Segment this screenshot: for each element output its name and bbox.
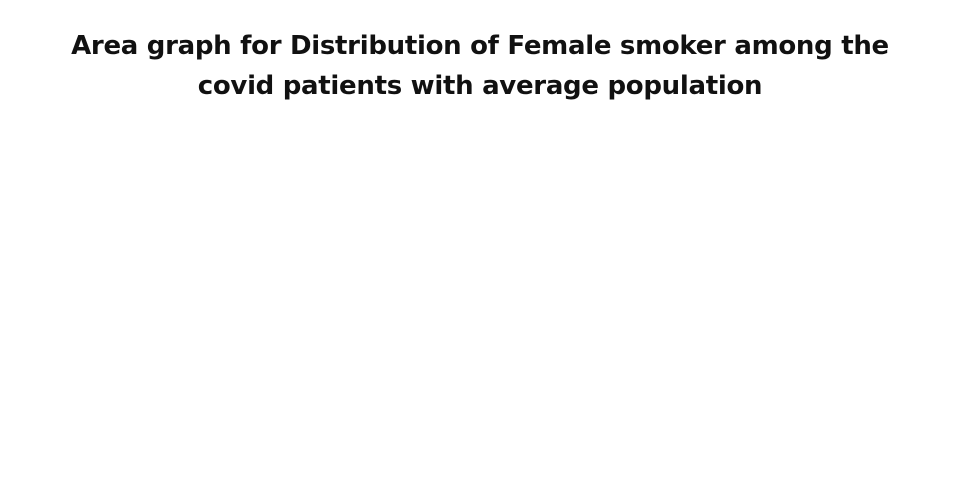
chart-title: Area graph for Distribution of Female sm… (0, 26, 960, 106)
chart-title-line-1: Area graph for Distribution of Female sm… (71, 31, 889, 61)
chart-plot-area (0, 115, 960, 500)
chart-title-line-2: covid patients with average population (197, 71, 763, 101)
